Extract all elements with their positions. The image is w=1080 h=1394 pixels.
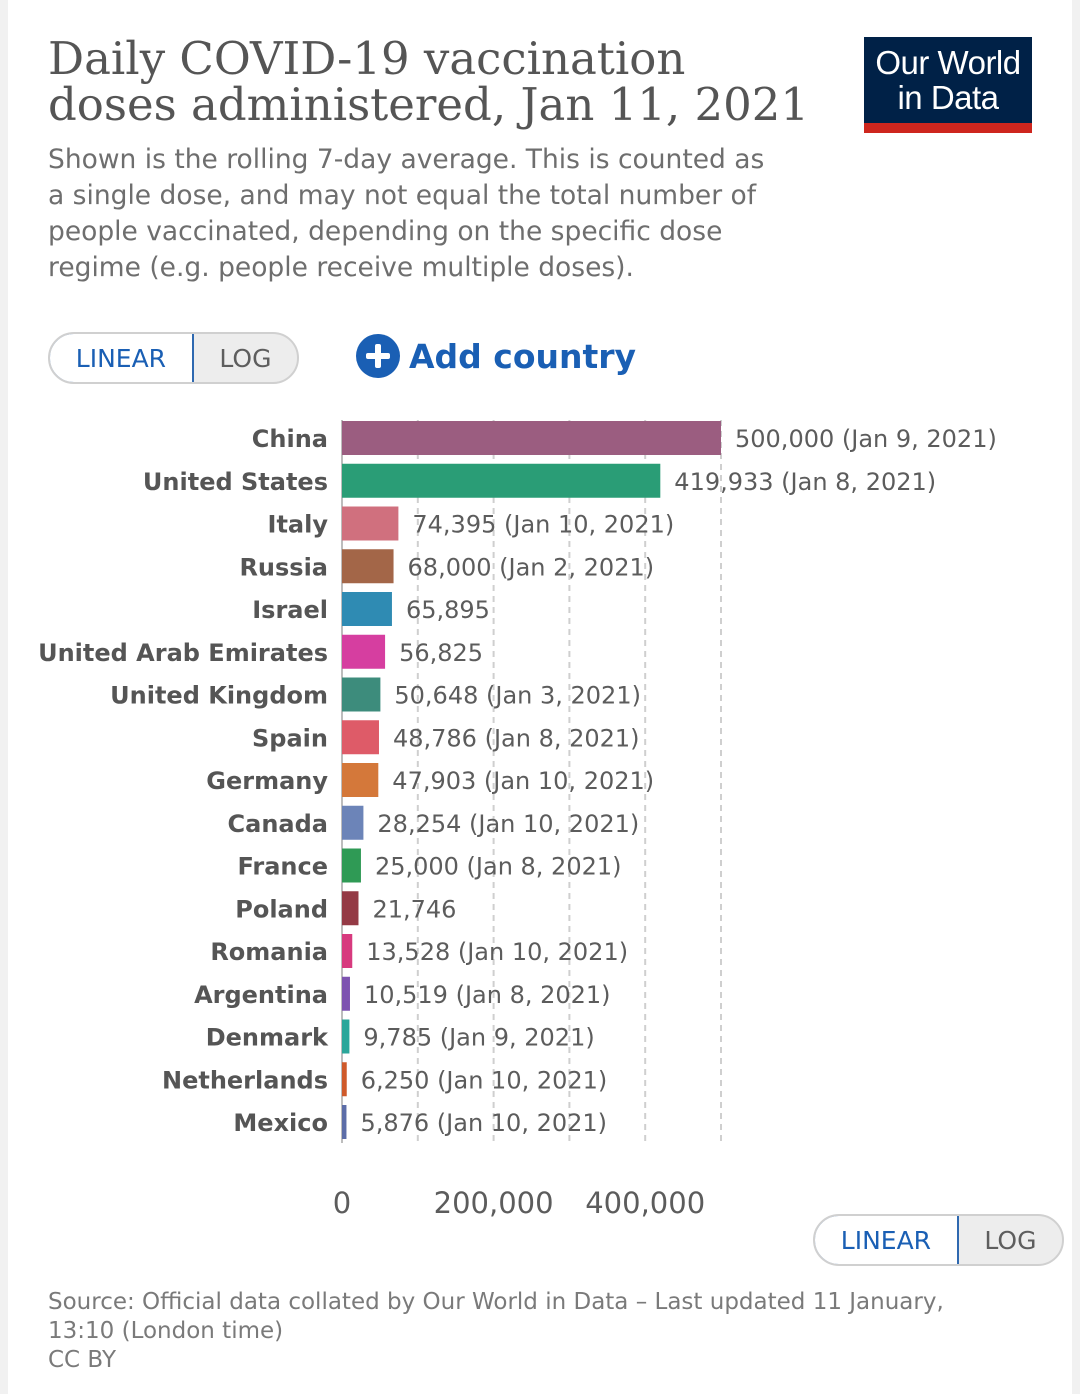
bar[interactable] (342, 805, 364, 840)
bar[interactable] (342, 506, 399, 541)
bar[interactable] (342, 592, 392, 626)
value-label: 13,528 (Jan 10, 2021) (366, 938, 628, 966)
country-label[interactable]: Mexico (233, 1109, 328, 1137)
country-label[interactable]: United Arab Emirates (38, 639, 328, 667)
country-label[interactable]: Argentina (194, 981, 328, 1009)
x-tick-label: 200,000 (434, 1186, 554, 1220)
country-label[interactable]: Denmark (206, 1024, 329, 1052)
log-scale-button[interactable]: LOG (219, 343, 272, 373)
bar[interactable] (342, 1019, 350, 1054)
bar[interactable] (342, 976, 350, 1011)
country-label[interactable]: Russia (239, 553, 328, 581)
owid-logo[interactable]: Our World in Data (864, 37, 1032, 133)
x-axis: 0 200,000 400,000 (333, 1186, 705, 1220)
linear-scale-button-bottom[interactable]: LINEAR (815, 1216, 959, 1264)
scale-toggle-bottom: LINEAR LOG (813, 1214, 1064, 1266)
value-label: 21,746 (372, 895, 456, 923)
country-label[interactable]: Netherlands (162, 1066, 328, 1094)
value-label: 48,786 (Jan 8, 2021) (393, 724, 640, 752)
value-label: 28,254 (Jan 10, 2021) (377, 810, 639, 838)
value-label: 74,395 (Jan 10, 2021) (412, 511, 674, 539)
logo-accent-bar (864, 123, 1032, 133)
source-text: Source: Official data collated by Our Wo… (48, 1289, 944, 1344)
value-label: 68,000 (Jan 2, 2021) (408, 553, 655, 581)
source-note: Source: Official data collated by Our Wo… (48, 1288, 1008, 1375)
bar[interactable] (342, 549, 394, 584)
license-link[interactable]: CC BY (48, 1347, 117, 1373)
add-country-label: Add country (409, 336, 637, 376)
bar[interactable] (342, 934, 353, 968)
value-label: 419,933 (Jan 8, 2021) (674, 468, 936, 496)
value-label: 25,000 (Jan 8, 2021) (375, 853, 622, 881)
x-tick-label: 400,000 (585, 1186, 705, 1220)
value-label: 56,825 (399, 639, 483, 667)
bar[interactable] (342, 720, 379, 755)
chart-card: Daily COVID-19 vaccination doses adminis… (8, 0, 1072, 1394)
value-label: 10,519 (Jan 8, 2021) (364, 981, 611, 1009)
bar[interactable] (342, 634, 386, 669)
log-scale-button-bottom[interactable]: LOG (984, 1225, 1037, 1255)
bar[interactable] (342, 421, 721, 455)
country-label[interactable]: Israel (252, 596, 328, 624)
country-label[interactable]: Poland (235, 895, 328, 923)
chart-title: Daily COVID-19 vaccination doses adminis… (48, 32, 810, 131)
chart-subtitle: Shown is the rolling 7-day average. This… (48, 144, 765, 283)
bar[interactable] (342, 1062, 347, 1097)
country-label[interactable]: Romania (210, 938, 328, 966)
country-label[interactable]: France (238, 853, 328, 881)
country-label[interactable]: Canada (228, 810, 328, 838)
scale-toggle-top: LINEAR LOG (48, 332, 299, 384)
bar[interactable] (342, 463, 661, 498)
x-tick-label: 0 (333, 1186, 351, 1220)
linear-scale-button[interactable]: LINEAR (50, 334, 194, 382)
country-label[interactable]: United Kingdom (110, 682, 328, 710)
value-label: 9,785 (Jan 9, 2021) (363, 1024, 594, 1052)
country-label[interactable]: China (252, 425, 328, 453)
country-label[interactable]: United States (143, 468, 328, 496)
bar[interactable] (342, 677, 381, 712)
bars: China 500,000 (Jan 9, 2021) United States 4… (38, 421, 997, 1139)
value-label: 6,250 (Jan 10, 2021) (361, 1066, 608, 1094)
bar[interactable] (342, 891, 359, 926)
value-label: 500,000 (Jan 9, 2021) (735, 425, 997, 453)
value-label: 65,895 (406, 596, 490, 624)
bar[interactable] (342, 763, 379, 797)
value-label: 5,876 (Jan 10, 2021) (360, 1109, 607, 1137)
value-label: 50,648 (Jan 3, 2021) (394, 682, 641, 710)
logo-text: Our World in Data (875, 44, 1021, 116)
bar[interactable] (342, 848, 361, 883)
add-country-button[interactable]: Add country (356, 333, 636, 379)
country-label[interactable]: Italy (268, 511, 329, 539)
country-label[interactable]: Germany (206, 767, 328, 795)
plus-circle-icon (356, 334, 400, 378)
value-label: 47,903 (Jan 10, 2021) (392, 767, 654, 795)
bar[interactable] (342, 1105, 347, 1139)
bar-chart: China 500,000 (Jan 9, 2021) United States 4… (38, 420, 997, 1220)
country-label[interactable]: Spain (252, 724, 328, 752)
